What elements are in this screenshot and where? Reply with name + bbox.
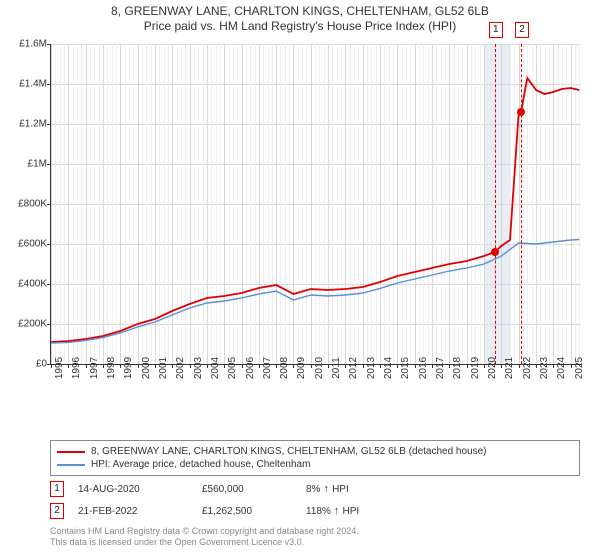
title-line1: 8, GREENWAY LANE, CHARLTON KINGS, CHELTE… <box>0 4 600 19</box>
legend-swatch <box>57 451 85 453</box>
x-tick-label: 2001 <box>158 357 169 379</box>
sale-marker-dot <box>491 248 499 256</box>
line-layer <box>51 44 581 364</box>
x-tick-label: 2022 <box>522 357 533 379</box>
y-tick-label: £1.2M <box>3 119 47 130</box>
sales-row-pct: 118% ↑ HPI <box>306 505 416 517</box>
legend-label: 8, GREENWAY LANE, CHARLTON KINGS, CHELTE… <box>91 446 487 457</box>
x-tick-label: 1997 <box>89 357 100 379</box>
x-tick-label: 1996 <box>71 357 82 379</box>
sales-row-date: 14-AUG-2020 <box>78 484 188 495</box>
x-tick-label: 2006 <box>245 357 256 379</box>
x-tick-label: 1998 <box>106 357 117 379</box>
sale-marker-line <box>521 44 522 364</box>
sale-marker-dot <box>517 108 525 116</box>
x-tick-label: 2016 <box>418 357 429 379</box>
plot-region: £0£200K£400K£600K£800K£1M£1.2M£1.4M£1.6M… <box>50 44 581 365</box>
sale-marker-line <box>495 44 496 364</box>
sale-marker-box: 2 <box>515 22 529 38</box>
x-tick-label: 2002 <box>175 357 186 379</box>
x-tick-label: 2012 <box>348 357 359 379</box>
x-tick-label: 2011 <box>331 357 342 379</box>
sales-row-price: £1,262,500 <box>202 506 292 517</box>
sales-row: 2 21-FEB-2022 £1,262,500 118% ↑ HPI <box>50 500 580 522</box>
arrow-up-icon: ↑ <box>331 505 343 517</box>
y-tick-label: £800K <box>3 199 47 210</box>
sales-row-pct: 8% ↑ HPI <box>306 483 416 495</box>
title-line2: Price paid vs. HM Land Registry's House … <box>0 19 600 34</box>
sales-row-price: £560,000 <box>202 484 292 495</box>
sales-row-marker: 1 <box>50 481 64 497</box>
x-tick-label: 1999 <box>123 357 134 379</box>
x-tick-label: 2004 <box>210 357 221 379</box>
chart-title: 8, GREENWAY LANE, CHARLTON KINGS, CHELTE… <box>0 0 600 34</box>
x-tick-label: 2009 <box>296 357 307 379</box>
y-tick-label: £1.6M <box>3 39 47 50</box>
y-tick-label: £600K <box>3 239 47 250</box>
y-tick-label: £200K <box>3 319 47 330</box>
footer-attribution: Contains HM Land Registry data © Crown c… <box>50 526 580 549</box>
x-tick-label: 2019 <box>470 357 481 379</box>
x-tick-label: 2013 <box>366 357 377 379</box>
x-tick-label: 2015 <box>400 357 411 379</box>
x-tick-label: 2007 <box>262 357 273 379</box>
chart-container: 8, GREENWAY LANE, CHARLTON KINGS, CHELTE… <box>0 0 600 560</box>
footer-line1: Contains HM Land Registry data © Crown c… <box>50 526 580 537</box>
x-tick-label: 2021 <box>504 357 515 379</box>
x-tick-label: 2023 <box>539 357 550 379</box>
arrow-up-icon: ↑ <box>320 483 332 495</box>
sales-row-date: 21-FEB-2022 <box>78 506 188 517</box>
sale-marker-box: 1 <box>489 22 503 38</box>
y-tick-label: £400K <box>3 279 47 290</box>
legend-swatch <box>57 464 85 466</box>
x-tick-label: 2020 <box>487 357 498 379</box>
series-price_paid <box>51 78 579 342</box>
x-tick-label: 2010 <box>314 357 325 379</box>
x-tick-label: 1995 <box>54 357 65 379</box>
footer-line2: This data is licensed under the Open Gov… <box>50 537 580 548</box>
sales-table: 1 14-AUG-2020 £560,000 8% ↑ HPI 2 21-FEB-2022… <box>50 478 580 522</box>
x-tick-label: 2008 <box>279 357 290 379</box>
sales-row: 1 14-AUG-2020 £560,000 8% ↑ HPI <box>50 478 580 500</box>
legend-item: 8, GREENWAY LANE, CHARLTON KINGS, CHELTE… <box>57 445 573 458</box>
x-tick-label: 2003 <box>193 357 204 379</box>
y-tick-label: £0 <box>3 359 47 370</box>
legend-box: 8, GREENWAY LANE, CHARLTON KINGS, CHELTE… <box>50 440 580 476</box>
x-tick-label: 2014 <box>383 357 394 379</box>
x-tick-label: 2005 <box>227 357 238 379</box>
x-tick-label: 2024 <box>556 357 567 379</box>
x-tick-label: 2017 <box>435 357 446 379</box>
sales-row-marker: 2 <box>50 503 64 519</box>
legend-item: HPI: Average price, detached house, Chel… <box>57 458 573 471</box>
legend-label: HPI: Average price, detached house, Chel… <box>91 459 310 470</box>
chart-area: £0£200K£400K£600K£800K£1M£1.2M£1.4M£1.6M… <box>50 44 580 404</box>
y-tick-label: £1.4M <box>3 79 47 90</box>
x-tick-label: 2018 <box>452 357 463 379</box>
x-tick-label: 2000 <box>141 357 152 379</box>
y-tick-label: £1M <box>3 159 47 170</box>
x-tick-label: 2025 <box>574 357 585 379</box>
